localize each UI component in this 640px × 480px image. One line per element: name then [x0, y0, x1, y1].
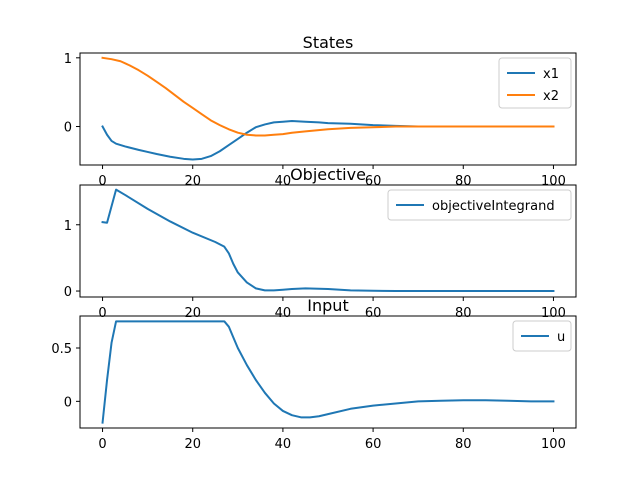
axes-frame	[79, 315, 577, 429]
legend-label-objectiveIntegrand: objectiveIntegrand	[432, 199, 555, 214]
axes-frame	[79, 184, 577, 298]
x-tick-label: 0	[98, 306, 106, 321]
y-tick-label: 0	[64, 395, 72, 410]
legend-box	[387, 189, 572, 221]
x-tick-label: 80	[455, 306, 472, 321]
series-line-u	[101, 320, 555, 424]
x-tick-label: 100	[541, 306, 566, 321]
subplot-title: Objective	[290, 165, 366, 184]
y-tick-label: 0	[64, 121, 72, 136]
axes-frame	[79, 52, 577, 166]
x-tick-label: 20	[184, 306, 201, 321]
x-tick-label: 60	[365, 437, 382, 452]
series-line-objectiveIntegrand	[101, 188, 555, 293]
x-tick-label: 40	[275, 437, 292, 452]
legend-label-u: u	[557, 330, 565, 345]
y-tick-label: 0	[64, 285, 72, 300]
legend-label-x1: x1	[543, 67, 559, 82]
y-tick-label: 1	[64, 219, 72, 234]
x-tick-label: 20	[184, 174, 201, 189]
legend-label-x2: x2	[543, 89, 559, 104]
legend: objectiveIntegrand	[387, 189, 572, 221]
x-tick-label: 100	[541, 437, 566, 452]
x-tick-label: 40	[275, 174, 292, 189]
x-tick-label: 40	[275, 306, 292, 321]
subplot-title: Input	[307, 296, 348, 315]
subplot-2: Objective 0 20 40 60 80 100 0 1 objectiveIntegran…	[64, 165, 577, 321]
x-tick-label: 0	[98, 437, 106, 452]
x-tick-label: 80	[455, 437, 472, 452]
x-tick-label: 0	[98, 174, 106, 189]
y-tick-label: 1	[64, 52, 72, 67]
subplot-title: States	[303, 33, 354, 52]
series-line-x2	[101, 56, 555, 137]
legend-box	[498, 57, 572, 109]
subplot-3: Input 0 20 40 60 80 100 0 0.5 u	[51, 296, 577, 452]
x-tick-label: 60	[365, 174, 382, 189]
x-tick-label: 60	[365, 306, 382, 321]
x-tick-label: 80	[455, 174, 472, 189]
y-tick-label: 0.5	[51, 342, 72, 357]
x-tick-label: 20	[184, 437, 201, 452]
x-tick-label: 100	[541, 174, 566, 189]
legend: u	[512, 320, 572, 352]
